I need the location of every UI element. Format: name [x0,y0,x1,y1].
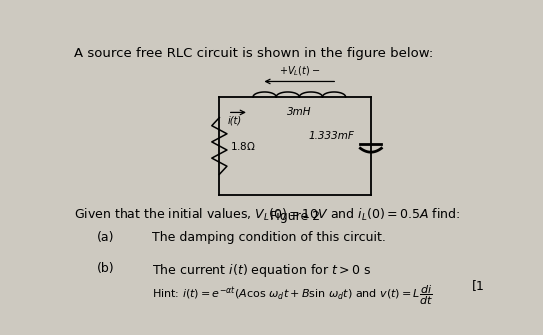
Text: [1: [1 [472,279,484,292]
Text: $+V_L(t)-$: $+V_L(t)-$ [279,64,320,78]
Text: 3mH: 3mH [287,107,312,117]
Text: i(t): i(t) [228,115,242,125]
Text: A source free RLC circuit is shown in the figure below:: A source free RLC circuit is shown in th… [74,47,433,60]
Text: 1.333mF: 1.333mF [308,131,354,141]
Text: (a): (a) [97,231,115,244]
Text: The damping condition of this circuit.: The damping condition of this circuit. [152,231,386,244]
Text: Given that the initial values, $V_L(0) = 10V$ and $i_L(0) = 0.5A$ find:: Given that the initial values, $V_L(0) =… [74,207,460,223]
Text: Figure 2: Figure 2 [270,210,320,223]
Text: $1.8\Omega$: $1.8\Omega$ [230,140,256,152]
Text: (b): (b) [97,262,115,275]
Text: The current $i(t)$ equation for $t>0$ s: The current $i(t)$ equation for $t>0$ s [152,262,371,279]
Text: Hint: $i(t) = e^{-\alpha t}(A\cos\,\omega_d t + B\sin\,\omega_d t)$ and $v(t) = : Hint: $i(t) = e^{-\alpha t}(A\cos\,\omeg… [152,284,433,308]
